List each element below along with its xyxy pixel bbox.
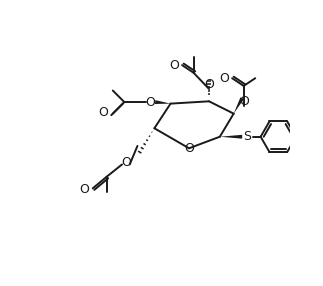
Text: S: S — [244, 130, 252, 143]
Text: O: O — [79, 183, 89, 196]
Polygon shape — [155, 100, 171, 104]
Text: O: O — [204, 78, 214, 91]
Text: O: O — [98, 106, 108, 119]
Text: O: O — [169, 59, 179, 72]
Polygon shape — [234, 97, 244, 114]
Text: O: O — [146, 96, 155, 109]
Text: O: O — [184, 142, 194, 155]
Text: O: O — [121, 156, 131, 169]
Polygon shape — [220, 135, 242, 139]
Text: O: O — [219, 72, 229, 85]
Text: O: O — [239, 95, 249, 108]
